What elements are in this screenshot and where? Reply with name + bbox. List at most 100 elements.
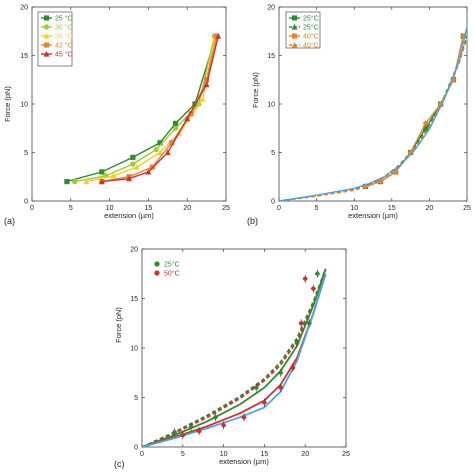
data-point (153, 146, 159, 153)
legend-label: 25°C (164, 261, 180, 269)
series-line (365, 35, 464, 188)
x-tick-label: 10 (106, 205, 114, 212)
y-tick-label: 15 (20, 53, 28, 60)
data-point (303, 276, 308, 281)
data-point (169, 140, 175, 146)
legend-marker (43, 50, 50, 57)
y-tick-label: 0 (134, 445, 138, 452)
legend-marker (291, 33, 298, 39)
data-point (130, 154, 136, 160)
x-tick-label: 20 (426, 205, 434, 212)
chart-panel-3: 0 5 10 15 20 25 0 5 10 15 20 extension (µm) Force (p… (114, 247, 350, 470)
y-tick-label: 20 (130, 247, 138, 254)
x-axis-label: extension (µm) (348, 211, 398, 220)
legend-label: 25 °C (55, 15, 73, 23)
y-tick-label: 0 (271, 199, 275, 206)
data-point (294, 340, 300, 346)
legend-marker (43, 32, 50, 39)
series-line (86, 35, 216, 183)
legend-marker (43, 42, 50, 48)
panel-label: (a) (4, 216, 15, 226)
data-point (98, 178, 105, 185)
data-point (307, 321, 312, 326)
model-curve (141, 273, 327, 448)
data-point (172, 125, 179, 131)
y-tick-label: 10 (20, 102, 28, 109)
legend-label: 40°C (303, 42, 319, 50)
series-line (278, 35, 468, 202)
y-tick-label: 15 (130, 296, 138, 303)
data-point (188, 425, 194, 430)
legend-marker (154, 270, 160, 276)
data-point (196, 428, 202, 434)
data-point (126, 175, 132, 182)
x-tick-label: 25 (222, 205, 230, 212)
data-point (423, 125, 429, 131)
legend-marker (291, 15, 298, 21)
data-point (203, 81, 210, 88)
panel-label: (c) (114, 459, 125, 469)
legend-marker (291, 23, 298, 30)
data-point (157, 140, 163, 146)
data-point (422, 120, 429, 127)
x-tick-label: 10 (220, 451, 228, 458)
x-tick-label: 15 (261, 451, 269, 458)
data-point (204, 77, 210, 83)
y-tick-label: 20 (267, 5, 275, 12)
series-line (278, 37, 468, 202)
x-tick-label: 20 (183, 205, 191, 212)
legend-marker (291, 41, 298, 48)
chart-panel-1: 0 5 10 15 20 25 0 5 10 15 20 extension (µm) Force (p… (3, 5, 230, 227)
data-point (298, 321, 304, 326)
x-tick-label: 25 (463, 205, 471, 212)
legend-label: 35 °C (55, 33, 73, 41)
y-axis-label: Force (pN) (251, 72, 260, 108)
data-point (278, 385, 283, 390)
legend-box (37, 11, 73, 67)
legend-marker (43, 24, 50, 30)
legend: 25 °C30 °C35 °C42 °C45 °C (37, 11, 73, 67)
legend-label: 42 °C (55, 42, 73, 50)
x-tick-label: 0 (30, 205, 34, 212)
data-point (172, 429, 177, 435)
data-point (180, 432, 185, 438)
data-point (164, 149, 171, 156)
data-point (130, 161, 136, 167)
data-point (278, 370, 283, 375)
data-point (199, 96, 206, 102)
y-tick-label: 15 (267, 53, 275, 60)
legend: 25°C50°C (154, 261, 180, 278)
data-point (315, 271, 320, 276)
legend-box (285, 11, 321, 49)
legend-label: 25°C (303, 15, 319, 23)
data-point (157, 149, 163, 156)
y-tick-label: 5 (24, 150, 28, 157)
data-point (83, 178, 90, 185)
data-point (213, 415, 218, 420)
data-point (407, 149, 414, 156)
data-point (99, 169, 105, 175)
legend-label: 50°C (164, 270, 180, 278)
legend-marker (43, 15, 50, 21)
panel-label: (b) (247, 216, 258, 226)
data-point (262, 400, 267, 405)
x-tick-label: 0 (277, 205, 281, 212)
data-point (184, 115, 191, 122)
legend-marker (154, 261, 160, 267)
x-tick-label: 5 (181, 451, 185, 458)
x-tick-label: 5 (69, 205, 73, 212)
y-tick-label: 0 (24, 199, 28, 206)
x-tick-label: 15 (145, 205, 153, 212)
data-point (172, 120, 179, 126)
data-point (241, 415, 247, 420)
y-tick-label: 10 (130, 346, 138, 353)
model-curve (141, 268, 327, 448)
series-line (101, 35, 218, 183)
data-point (133, 163, 140, 170)
data-point (72, 179, 78, 185)
data-point (64, 179, 70, 185)
x-tick-label: 0 (140, 451, 144, 458)
y-axis-label: Force (pN) (114, 307, 123, 343)
data-point (110, 172, 117, 179)
